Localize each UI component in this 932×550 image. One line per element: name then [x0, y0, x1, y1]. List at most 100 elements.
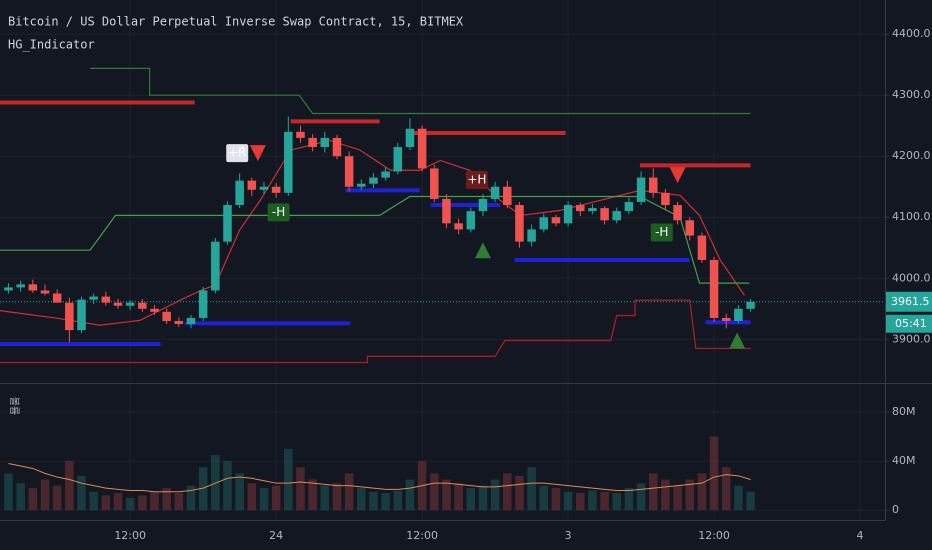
candle-body	[211, 241, 220, 291]
candle-body	[490, 186, 500, 199]
candle-body	[721, 317, 731, 321]
volume-bar	[308, 479, 317, 511]
volume-bar	[4, 473, 13, 511]
candle-body	[101, 296, 111, 303]
candle-body	[503, 186, 512, 206]
volume-bar	[150, 491, 159, 511]
volume-bar	[393, 490, 403, 511]
y-tick-label: 4000.0	[892, 271, 931, 284]
candle-body	[271, 186, 281, 193]
candle-body	[551, 217, 561, 224]
volume-bar	[430, 473, 439, 511]
volume-bar	[162, 488, 171, 511]
candle-body	[636, 177, 646, 202]
volume-bar	[734, 485, 743, 511]
candle-body	[430, 168, 439, 199]
candle-body	[624, 201, 634, 212]
signal-marker	[729, 332, 746, 349]
candle-body	[89, 296, 98, 300]
annotation-label: +H	[467, 173, 486, 187]
volume-bar	[515, 475, 524, 511]
x-tick-label: 4	[857, 529, 864, 542]
candle-body	[527, 229, 536, 242]
candle-body	[4, 287, 13, 291]
annotation-label: +R	[228, 146, 246, 160]
candle-body	[259, 186, 269, 190]
volume-bar	[527, 467, 536, 511]
candle-body	[515, 205, 524, 242]
volume-bar	[649, 473, 658, 511]
volume-bar	[40, 479, 50, 511]
plot: +R -H +H -H	[0, 67, 885, 511]
annotation-label: -H	[655, 225, 668, 239]
candle-body	[746, 301, 755, 309]
candle-body	[454, 223, 463, 230]
candle-body	[308, 137, 317, 148]
indicator-line	[0, 139, 745, 326]
volume-bar	[563, 491, 573, 511]
last-price-label: 3961.5	[891, 295, 930, 308]
candle-body	[466, 211, 476, 230]
volume-bar	[247, 483, 257, 511]
volume-bar	[271, 485, 281, 511]
volume-bar	[198, 467, 208, 511]
volume-bar	[746, 491, 755, 511]
x-tick-label: 3	[565, 529, 572, 542]
annotation-box	[650, 223, 673, 242]
candle-body	[296, 131, 305, 138]
volume-bar	[466, 488, 476, 511]
volume-bar	[101, 495, 111, 511]
candle-body	[320, 137, 330, 148]
countdown-label: 05:41	[895, 317, 927, 330]
indicator-line	[0, 299, 751, 364]
volume-bar	[539, 485, 549, 511]
candle-body	[284, 131, 293, 193]
candle-body	[369, 177, 378, 184]
volume-bar	[490, 479, 500, 511]
y-tick-label: 4200.0	[892, 149, 931, 162]
candle-body	[198, 290, 208, 318]
candle-body	[113, 302, 123, 306]
volume-bar	[52, 485, 62, 511]
annotation-label: -H	[272, 205, 285, 219]
volume-bar	[113, 493, 123, 511]
candle-body	[65, 302, 74, 331]
x-tick-label: 12:00	[406, 529, 438, 542]
candle-body	[77, 299, 86, 331]
indicator-line	[90, 67, 751, 115]
candle-body	[28, 284, 38, 291]
volume-bar	[369, 491, 378, 511]
volume-bar	[381, 493, 390, 511]
indicator-line	[0, 195, 750, 284]
volume-bar	[673, 485, 682, 511]
volume-bar	[685, 479, 695, 511]
annotation-box	[465, 171, 488, 190]
volume-bar	[551, 488, 561, 511]
volume-bar	[709, 436, 719, 511]
volume-bar	[28, 488, 38, 511]
candle-body	[174, 320, 184, 325]
y-tick-label: 40M	[892, 454, 916, 467]
candle-body	[332, 137, 342, 157]
signal-marker	[249, 145, 266, 162]
candle-body	[539, 217, 549, 230]
candle-body	[709, 259, 719, 318]
candle-body	[223, 205, 232, 242]
candle-body	[576, 205, 585, 212]
indicator-name: HG_Indicator	[8, 38, 95, 52]
candle-body	[235, 180, 244, 206]
volume-bar	[576, 493, 585, 511]
candle-body	[661, 192, 670, 206]
y-tick-label: 4300.0	[892, 88, 931, 101]
volume-bar	[503, 473, 512, 511]
y-tick-label: 4400.0	[892, 27, 931, 40]
volume-bar	[138, 495, 147, 511]
volume-bar	[454, 483, 463, 511]
volume-bar	[259, 488, 269, 511]
candle-body	[357, 183, 366, 187]
grid	[0, 0, 885, 520]
volume-bar	[661, 479, 670, 511]
volume-bar	[405, 479, 415, 511]
